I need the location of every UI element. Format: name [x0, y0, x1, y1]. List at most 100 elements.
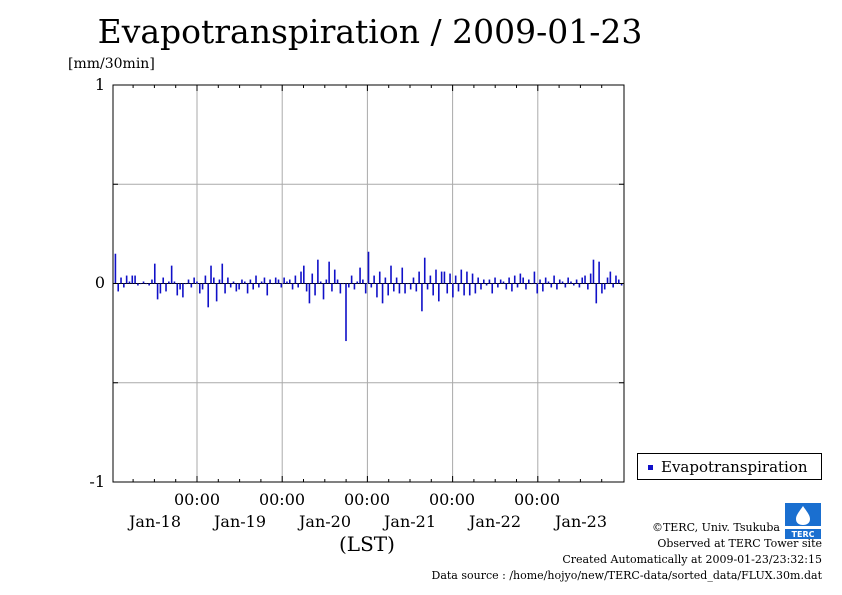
bar [395, 277, 398, 284]
bar [530, 283, 533, 285]
x-axis-label: (LST) [339, 532, 395, 556]
bar [246, 283, 249, 294]
x-tick-time-3: 00:00 [343, 490, 391, 509]
bar [125, 275, 128, 284]
bar [229, 283, 232, 288]
bar [387, 283, 389, 296]
bar [300, 271, 302, 284]
bar [153, 263, 156, 284]
bar [584, 275, 586, 284]
bar [204, 275, 207, 284]
bar [328, 261, 330, 284]
bar [378, 271, 381, 284]
bar [156, 283, 159, 300]
bar [606, 277, 609, 284]
bar [288, 279, 291, 284]
bar [277, 279, 280, 284]
bar [533, 271, 536, 284]
bar [516, 283, 519, 288]
bar [553, 275, 555, 284]
bar [184, 283, 187, 285]
bar [137, 283, 139, 286]
bar [564, 283, 567, 288]
bar [359, 267, 361, 284]
bar [381, 283, 384, 304]
bar [238, 283, 240, 290]
x-tick-time-2: 00:00 [258, 490, 306, 509]
bar [325, 279, 328, 284]
bar [463, 283, 465, 296]
bar [398, 283, 401, 294]
bar-series [114, 251, 623, 342]
y-tick-label-bottom: -1 [89, 472, 105, 491]
bar [418, 271, 420, 284]
bar [210, 265, 212, 284]
bar [429, 275, 432, 284]
bar [159, 283, 162, 294]
x-tick-time-5: 00:00 [513, 490, 561, 509]
bar [120, 277, 122, 284]
logo-text: TERC [792, 530, 815, 539]
chart-title: Evapotranspiration / 2009-01-23 [97, 12, 643, 51]
bar [488, 279, 491, 284]
bar [494, 277, 496, 284]
source-text: Data source : /home/hojyo/new/TERC-data/… [431, 569, 823, 582]
bar [578, 283, 581, 288]
bar [601, 283, 603, 294]
bar [617, 279, 620, 284]
bar [331, 283, 333, 292]
bar [232, 281, 235, 284]
bar [269, 279, 271, 284]
bar [452, 283, 454, 298]
bar [499, 279, 502, 284]
bar [227, 277, 229, 284]
bar [615, 275, 617, 284]
bar [286, 281, 288, 284]
bar [179, 283, 181, 290]
bar [117, 283, 120, 292]
bar [114, 253, 117, 284]
bar [215, 283, 218, 302]
bar [449, 273, 451, 284]
bar [474, 283, 477, 294]
bar [218, 279, 221, 284]
bar [308, 283, 311, 304]
bar [466, 271, 468, 284]
bar [483, 279, 485, 284]
bar [407, 283, 409, 285]
bar [567, 277, 569, 284]
bar [443, 271, 446, 284]
bar [572, 283, 575, 286]
bar [252, 283, 254, 290]
bar [550, 283, 553, 288]
credits-block: ©TERC, Univ. Tsukuba Observed at TERC To… [382, 520, 823, 584]
legend-label: Evapotranspiration [661, 458, 808, 476]
bar [305, 283, 308, 292]
bar [142, 281, 145, 284]
bar [280, 283, 283, 288]
bar [193, 277, 195, 284]
y-tick-label-top: 1 [94, 75, 105, 94]
bar [342, 283, 344, 285]
bar [440, 271, 443, 284]
bar [432, 283, 434, 296]
bar [353, 283, 356, 290]
bar [128, 281, 131, 284]
bar [592, 259, 595, 284]
bar [527, 279, 530, 284]
bar [348, 283, 350, 288]
bar [547, 281, 550, 284]
legend-swatch [648, 465, 653, 470]
bar [587, 283, 589, 290]
bar [224, 283, 226, 294]
terc-logo: TERC [784, 502, 822, 540]
bar [362, 279, 364, 284]
bar [376, 283, 378, 298]
bar [345, 283, 347, 342]
bar [322, 283, 325, 300]
bar [508, 277, 510, 284]
bar [511, 283, 513, 292]
bar [294, 275, 297, 284]
bar [558, 279, 561, 284]
bar [173, 281, 176, 284]
